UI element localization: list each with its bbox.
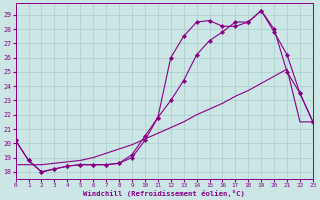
X-axis label: Windchill (Refroidissement éolien,°C): Windchill (Refroidissement éolien,°C) — [83, 190, 245, 197]
